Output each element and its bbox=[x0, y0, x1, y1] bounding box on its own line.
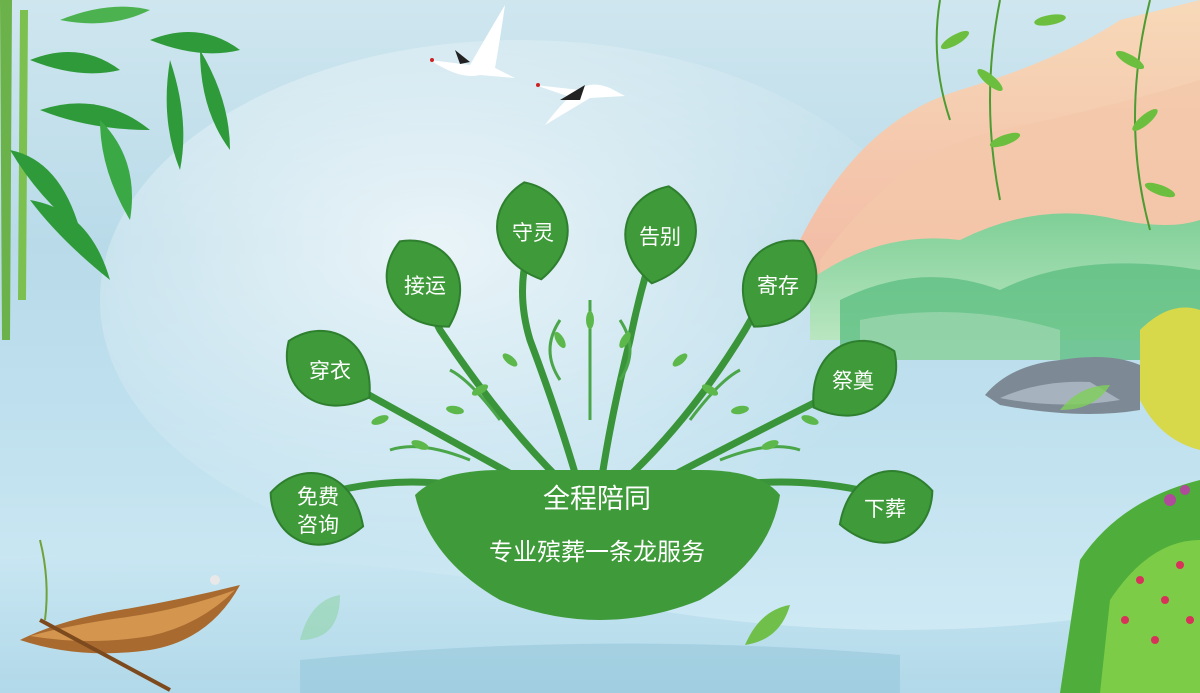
service-leaf-memorial[interactable]: 祭奠 bbox=[794, 322, 915, 436]
service-label: 免费 bbox=[297, 485, 339, 509]
leaf-shape bbox=[269, 472, 365, 546]
leaf-shape bbox=[812, 340, 897, 417]
center-title: 全程陪同 bbox=[543, 484, 651, 515]
leaf-shape bbox=[624, 185, 697, 285]
service-label: 告别 bbox=[639, 225, 681, 249]
service-label: 下葬 bbox=[864, 497, 906, 521]
cranes bbox=[430, 5, 625, 125]
boat bbox=[20, 539, 240, 692]
willow-decoration bbox=[935, 0, 1176, 231]
service-leaf-dress[interactable]: 穿衣 bbox=[269, 312, 390, 426]
service-leaf-farewell[interactable]: 告别 bbox=[617, 180, 703, 289]
leaf-shape bbox=[286, 330, 371, 407]
leaf-shape bbox=[385, 239, 461, 328]
leaf-shape bbox=[742, 239, 818, 328]
service-label: 接运 bbox=[404, 274, 446, 298]
service-leaf-pickup[interactable]: 接运 bbox=[369, 224, 479, 344]
service-label: 寄存 bbox=[757, 274, 799, 298]
floating-leaves bbox=[300, 385, 1110, 645]
service-label: 守灵 bbox=[512, 221, 554, 245]
center-subtitle: 专业殡葬一条龙服务 bbox=[489, 538, 705, 566]
service-label: 祭奠 bbox=[832, 369, 874, 393]
service-label: 穿衣 bbox=[309, 359, 351, 383]
service-label: 咨询 bbox=[297, 513, 339, 537]
center-mound bbox=[415, 470, 780, 620]
flower-bush bbox=[1060, 307, 1200, 693]
service-leaf-storage[interactable]: 寄存 bbox=[724, 224, 834, 344]
mountains bbox=[800, 0, 1200, 414]
service-leaf-burial[interactable]: 下葬 bbox=[828, 458, 945, 558]
service-leaf-vigil[interactable]: 守灵 bbox=[490, 176, 576, 285]
bamboo-decoration bbox=[0, 0, 240, 340]
leaf-shape bbox=[838, 470, 934, 544]
water-shadow bbox=[300, 643, 900, 693]
leaf-shape bbox=[496, 181, 569, 281]
